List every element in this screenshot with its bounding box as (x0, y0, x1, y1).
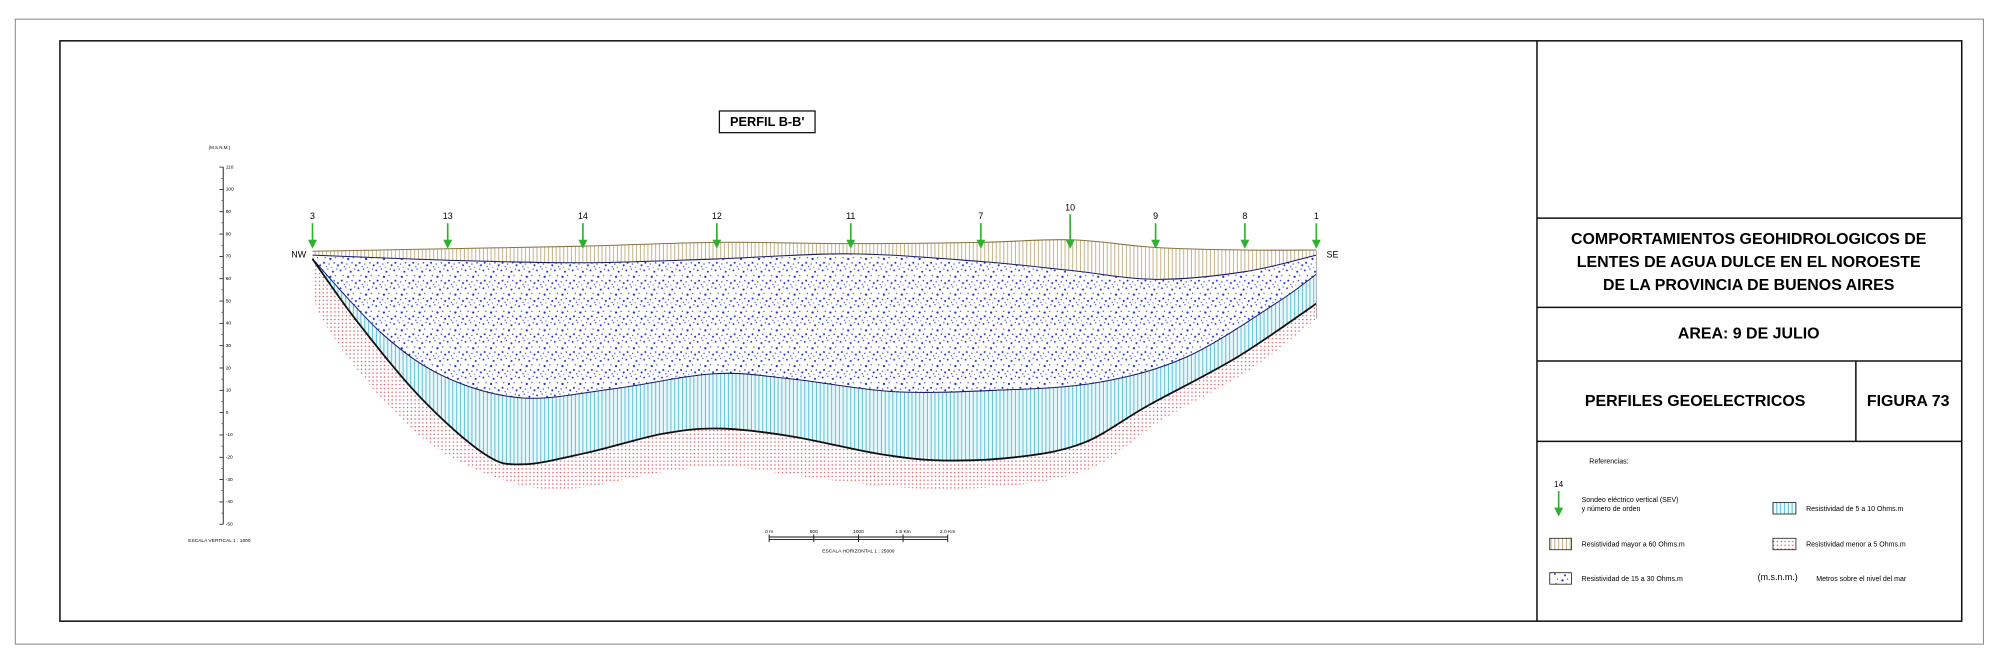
sev-arrow-head (578, 239, 588, 249)
contact-line (312, 253, 1317, 280)
msnm-label: Metros sobre el nivel del mar (1816, 576, 1907, 583)
vertical-tick-label: 20 (226, 365, 232, 371)
vertical-tick-label: -50 (226, 522, 233, 528)
title-box (718, 110, 816, 134)
vertical-tick-label: 80 (226, 231, 232, 237)
sev-label: 8 (1242, 211, 1247, 221)
sev-label: 11 (846, 211, 855, 221)
left-label: NW (291, 249, 306, 259)
vertical-tick-label: -40 (226, 499, 233, 505)
vertical-tick-label: 60 (226, 276, 232, 282)
layer-5-10 (312, 258, 1317, 465)
sev-symbol: 14 (1554, 479, 1564, 489)
contact-line (311, 258, 1317, 466)
horizontal-scale-label: 2.0 Km (940, 529, 955, 535)
surface-line (312, 239, 1317, 252)
vertical-tick-label: 100 (226, 187, 234, 193)
vertical-tick-label: 40 (226, 321, 232, 327)
msnm-symbol: (m.s.n.m.) (1758, 572, 1798, 582)
vertical-tick-label: 0 (226, 410, 229, 416)
sev-arrow-head (1240, 239, 1250, 249)
layer-15-30 (312, 253, 1317, 399)
right-label: SE (1327, 249, 1339, 259)
cross-section (311, 239, 1317, 490)
vertical-tick-label: 110 (226, 164, 234, 170)
sev-arrow-head (976, 239, 986, 249)
sev-text: y número de orden (1582, 506, 1641, 513)
sev-label: 1 (1314, 211, 1319, 221)
vertical-tick-label: 90 (226, 209, 232, 215)
legend-label: Resistividad mayor a 60 Ohms.m (1582, 542, 1685, 549)
contact-line (312, 258, 1317, 399)
area: AREA: 9 DE JULIO (1678, 325, 1820, 342)
horizontal-scale-bar (768, 534, 949, 543)
legend-label: Resistividad menor a 5 Ohms.m (1806, 542, 1906, 549)
vertical-tick-label: -30 (226, 477, 233, 483)
sev-arrow-head (846, 239, 856, 249)
profile-title: PERFIL B-B' (730, 114, 804, 129)
sev-arrow (1554, 491, 1564, 517)
layer-low-resistivity (312, 258, 1317, 490)
vertical-unit: (M.S.N.M.) (209, 145, 231, 150)
vertical-tick-label: -20 (226, 455, 233, 461)
sev-label: 9 (1153, 211, 1158, 221)
subject: PERFILES GEOELECTRICOS (1585, 393, 1805, 410)
legend-label: Resistividad de 5 a 10 Ohms.m (1806, 506, 1903, 513)
horizontal-scale-label: 1.5 Km (895, 529, 910, 535)
vertical-tick-label: -10 (226, 432, 233, 438)
sev-arrow-head (308, 239, 317, 249)
sev-arrow-head (443, 239, 453, 249)
title-line: DE LA PROVINCIA DE BUENOS AIRES (1603, 277, 1894, 294)
sev-arrow-head (1151, 239, 1161, 249)
vertical-caption: ESCALA VERTICAL 1 : 1000 (188, 538, 251, 544)
vertical-tick-label: 10 (226, 388, 232, 394)
vertical-tick-label: 70 (226, 254, 232, 260)
vertical-tick-label: 30 (226, 343, 232, 349)
sev-label: 12 (712, 211, 722, 221)
sev-label: 14 (578, 211, 588, 221)
title-line: COMPORTAMIENTOS GEOHIDROLOGICOS DE (1571, 231, 1926, 248)
sev-label: 3 (310, 211, 315, 221)
sev-text: Sondeo eléctrico vertical (SEV) (1582, 497, 1679, 504)
sev-arrow-head (1065, 239, 1075, 249)
legend-label: Resistividad de 15 a 30 Ohms.m (1582, 576, 1683, 583)
sev-label: 10 (1065, 202, 1075, 212)
title-block-lines (1536, 40, 1962, 622)
horizontal-scale-label: 0 m (765, 529, 773, 535)
swatch-cyan (1772, 502, 1797, 515)
outer-border (14, 18, 1984, 645)
sev-arrow-head (712, 239, 722, 249)
swatch-brown (1549, 537, 1572, 551)
figure-number: FIGURA 73 (1867, 393, 1950, 410)
frame (59, 40, 1963, 622)
swatch-red (1772, 537, 1797, 551)
horizontal-scale-label: 1000 (853, 529, 864, 535)
swatch-blue (1549, 572, 1572, 585)
horizontal-caption: ESCALA HORIZONTAL 1 : 25000 (822, 548, 894, 554)
title-line: LENTES DE AGUA DULCE EN EL NOROESTE (1577, 254, 1921, 271)
references-heading: Referencias: (1589, 459, 1628, 466)
vertical-tick-label: 50 (226, 298, 232, 304)
sev-label: 13 (443, 211, 453, 221)
sev-arrow-head (1311, 239, 1321, 249)
sev-label: 7 (978, 211, 983, 221)
horizontal-scale-label: 500 (810, 529, 818, 535)
